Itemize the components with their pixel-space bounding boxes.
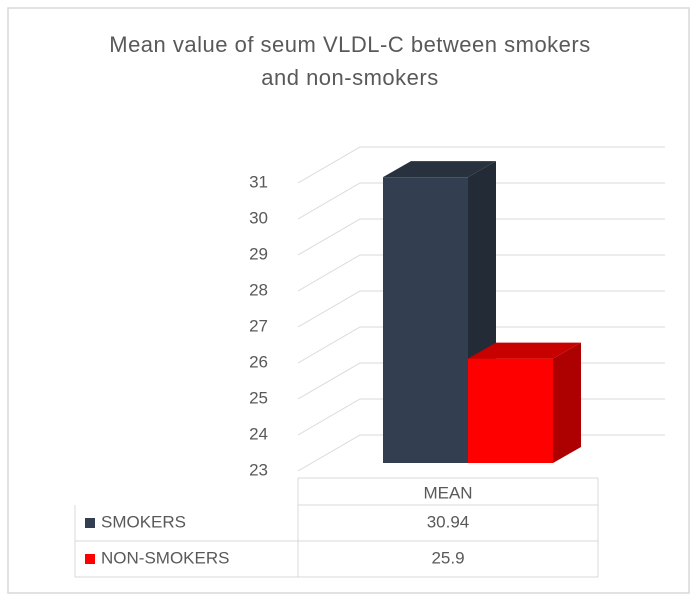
- chart-border: [7, 7, 690, 594]
- grid-line: [297, 218, 665, 256]
- table-value: 25.9: [431, 548, 464, 567]
- y-tick-label: 24: [249, 424, 268, 443]
- grid-line: [297, 254, 665, 292]
- bar-front: [468, 358, 553, 463]
- y-tick-label: 31: [249, 172, 268, 191]
- y-tick-label: 26: [249, 352, 268, 371]
- bar: [468, 342, 581, 463]
- legend-label: SMOKERS: [101, 512, 186, 531]
- y-tick-label: 29: [249, 244, 268, 263]
- chart-title: Mean value of seum VLDL-C between smoker…: [109, 32, 591, 90]
- bar-front: [383, 177, 468, 463]
- bar-top: [383, 161, 496, 178]
- legend-key: [85, 554, 95, 564]
- table-header: MEAN: [423, 483, 472, 502]
- y-tick-label: 28: [249, 280, 268, 299]
- legend-label: NON-SMOKERS: [101, 548, 229, 567]
- grid-line: [297, 326, 665, 364]
- y-tick-label: 27: [249, 316, 268, 335]
- legend-key: [85, 518, 95, 528]
- bar-side: [553, 342, 581, 463]
- grid-line: [297, 290, 665, 328]
- y-tick-label: 30: [249, 208, 268, 227]
- table-value: 30.94: [427, 512, 470, 531]
- bar-top: [468, 342, 581, 359]
- grid-line: [297, 182, 665, 220]
- y-tick-label: 23: [249, 460, 268, 479]
- grid-line: [297, 146, 665, 184]
- y-tick-label: 25: [249, 388, 268, 407]
